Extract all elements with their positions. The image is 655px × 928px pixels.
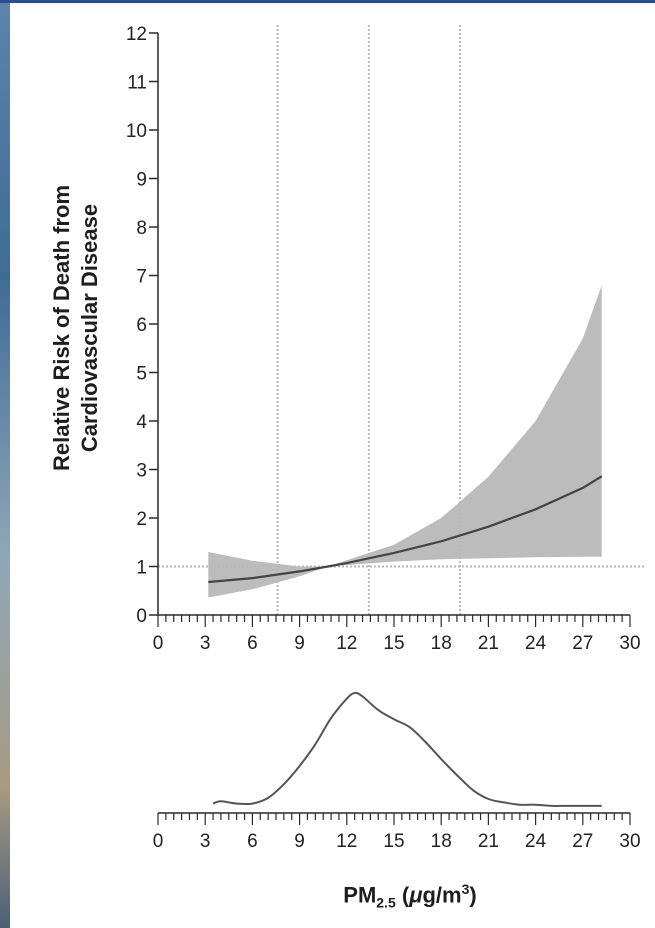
y-axis-label: Relative Risk of Death from Cardiovascul… — [38, 148, 114, 508]
x-axis-label-close: ) — [469, 882, 477, 908]
density-x-tick-label-12: 12 — [336, 831, 357, 852]
confidence-band — [208, 285, 602, 598]
density-x-tick-label-30: 30 — [619, 831, 640, 852]
density-x-tick-label-6: 6 — [247, 831, 258, 852]
y-axis-label-line1: Relative Risk of Death from — [49, 184, 74, 472]
risk-x-tick-label-0: 0 — [153, 633, 164, 654]
y-tick-label-4: 4 — [136, 412, 147, 433]
density-x-tick-label-9: 9 — [294, 831, 305, 852]
y-tick-label-3: 3 — [136, 461, 147, 482]
y-tick-label-7: 7 — [136, 267, 147, 288]
y-tick-label-9: 9 — [136, 170, 147, 191]
density-x-tick-label-21: 21 — [478, 831, 499, 852]
risk-x-tick-label-9: 9 — [294, 633, 305, 654]
x-axis-label-unit: g/m — [422, 882, 462, 908]
y-tick-label-11: 11 — [127, 73, 147, 94]
x-axis-label-open: ( — [395, 882, 410, 908]
density-x-tick-label-0: 0 — [153, 831, 164, 852]
risk-x-tick-label-27: 27 — [572, 633, 593, 654]
density-x-tick-label-27: 27 — [572, 831, 593, 852]
x-axis-label: PM2.5 (μg/m3) — [300, 881, 520, 911]
relative-risk-line — [208, 475, 603, 584]
y-tick-label-1: 1 — [136, 558, 147, 579]
y-axis-label-line2: Cardiovascular Disease — [77, 203, 102, 453]
y-tick-label-12: 12 — [126, 24, 147, 45]
density-curve — [212, 691, 602, 807]
density-x-tick-label-15: 15 — [383, 831, 404, 852]
risk-x-tick-label-24: 24 — [525, 633, 547, 654]
y-tick-label-5: 5 — [136, 364, 147, 385]
y-tick-label-10: 10 — [126, 121, 147, 142]
y-tick-label-2: 2 — [136, 509, 147, 530]
risk-x-tick-label-6: 6 — [247, 633, 258, 654]
density-x-tick-label-24: 24 — [525, 831, 547, 852]
density-x-tick-label-3: 3 — [200, 831, 211, 852]
density-x-tick-label-18: 18 — [431, 831, 452, 852]
risk-x-tick-label-18: 18 — [431, 633, 452, 654]
x-axis-label-subscript: 2.5 — [376, 894, 396, 911]
risk-x-tick-label-15: 15 — [383, 633, 404, 654]
risk-x-tick-label-21: 21 — [478, 633, 499, 654]
x-axis-label-mu: μ — [409, 882, 423, 908]
top-border-strip — [0, 0, 655, 3]
y-tick-label-6: 6 — [136, 315, 147, 336]
x-axis-label-main: PM — [343, 882, 377, 908]
risk-x-tick-label-12: 12 — [336, 633, 357, 654]
risk-x-tick-label-30: 30 — [619, 633, 640, 654]
y-tick-label-0: 0 — [136, 606, 147, 627]
x-axis-label-superscript: 3 — [461, 881, 470, 897]
risk-x-tick-label-3: 3 — [200, 633, 211, 654]
y-tick-label-8: 8 — [136, 218, 147, 239]
y-axis-label-text: Relative Risk of Death from Cardiovascul… — [38, 148, 114, 508]
figure-panel: 0 1 2 3 4 5 6 7 8 9 10 11 12 0 3 6 9 12 15 18 21 24 27 30 0 3 6 9 12… — [10, 3, 655, 928]
